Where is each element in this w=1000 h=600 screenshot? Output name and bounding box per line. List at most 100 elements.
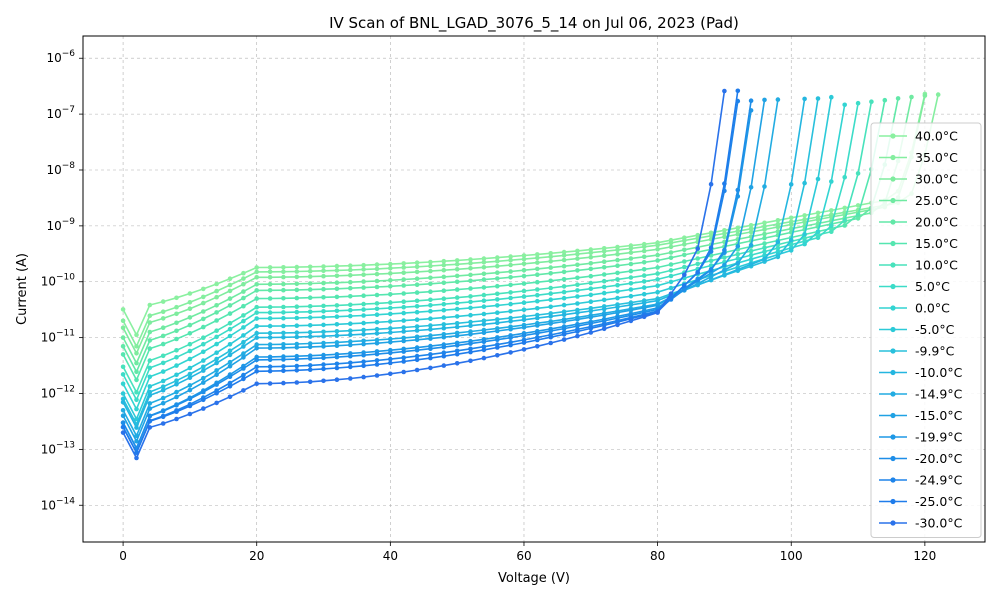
data-point	[521, 317, 527, 323]
data-point	[748, 185, 754, 190]
data-point	[788, 226, 794, 231]
data-point	[388, 278, 393, 283]
data-point	[321, 273, 326, 279]
data-point	[561, 312, 567, 318]
data-point	[508, 350, 513, 355]
data-point	[254, 310, 259, 315]
data-point	[134, 390, 139, 395]
data-point	[187, 306, 193, 312]
data-point	[722, 181, 727, 186]
data-point	[227, 352, 233, 358]
data-point	[561, 295, 567, 301]
data-point	[120, 335, 126, 340]
data-point	[201, 397, 206, 403]
data-point	[815, 176, 821, 182]
data-point	[160, 414, 166, 420]
data-point	[748, 242, 754, 248]
data-point	[428, 275, 433, 281]
data-point	[935, 92, 941, 97]
series	[120, 100, 861, 403]
data-point	[294, 281, 300, 287]
data-point	[201, 335, 206, 341]
data-point	[414, 328, 420, 333]
data-point	[321, 366, 326, 372]
data-point	[655, 252, 660, 258]
data-point	[401, 270, 407, 276]
data-point	[454, 273, 460, 279]
data-point	[775, 97, 781, 102]
data-point	[708, 274, 714, 280]
data-point	[762, 245, 767, 251]
data-point	[722, 88, 727, 94]
data-point	[575, 251, 580, 257]
data-point	[495, 270, 500, 276]
data-point	[481, 271, 487, 277]
data-point	[174, 355, 179, 360]
data-point	[120, 318, 126, 324]
data-point	[174, 378, 179, 384]
data-point	[588, 314, 594, 320]
data-point	[762, 256, 767, 262]
data-point	[775, 245, 781, 251]
legend-entry: 15.0°C	[879, 236, 958, 251]
data-point	[722, 267, 727, 273]
data-point	[641, 300, 647, 306]
x-axis-ticks: 0 20 40 60 80 100 120	[119, 542, 936, 563]
data-point	[615, 282, 620, 288]
data-point	[348, 376, 353, 381]
data-point	[788, 215, 794, 221]
legend-swatch-marker	[890, 197, 896, 204]
data-point	[695, 256, 700, 261]
data-point	[748, 256, 754, 262]
data-point	[401, 299, 407, 305]
data-point	[428, 352, 433, 357]
data-point	[147, 320, 153, 325]
legend-entry: 5.0°C	[879, 279, 950, 294]
data-point	[561, 326, 567, 331]
legend: 40.0°C 35.0°C 30.0°C 25.0°C 20.0°C 15.0°C 10.0…	[870, 122, 982, 538]
data-point	[735, 228, 741, 234]
data-point	[388, 360, 393, 366]
data-point	[588, 292, 594, 298]
data-point	[307, 356, 313, 361]
data-point	[454, 267, 460, 272]
data-point	[815, 229, 821, 234]
data-point	[201, 294, 206, 300]
data-point	[348, 321, 353, 327]
data-point	[454, 324, 460, 330]
data-point	[361, 293, 366, 299]
data-point	[561, 249, 567, 255]
legend-swatch-marker	[890, 434, 896, 440]
data-point	[227, 374, 233, 380]
data-point	[468, 312, 473, 318]
data-point	[641, 260, 647, 265]
data-point	[481, 277, 487, 282]
data-point	[722, 255, 727, 260]
data-point	[615, 263, 620, 269]
data-point	[855, 100, 861, 106]
data-point	[374, 266, 380, 272]
data-point	[201, 358, 206, 363]
data-point	[428, 365, 433, 371]
data-point	[321, 340, 326, 346]
data-point	[307, 363, 313, 368]
data-point	[495, 283, 500, 289]
data-point	[174, 320, 179, 326]
data-point	[521, 307, 527, 313]
data-point	[495, 337, 500, 343]
data-point	[735, 260, 741, 266]
data-point	[601, 249, 607, 254]
data-point	[147, 401, 153, 406]
data-point	[441, 288, 447, 294]
data-point	[722, 247, 727, 253]
data-point	[775, 239, 781, 245]
data-point	[201, 375, 206, 381]
data-point	[668, 285, 674, 291]
data-point	[147, 384, 153, 389]
data-point	[281, 265, 286, 270]
data-point	[401, 349, 407, 354]
data-point	[348, 285, 353, 291]
data-point	[174, 311, 179, 317]
data-point	[254, 381, 259, 387]
data-point	[428, 303, 433, 308]
